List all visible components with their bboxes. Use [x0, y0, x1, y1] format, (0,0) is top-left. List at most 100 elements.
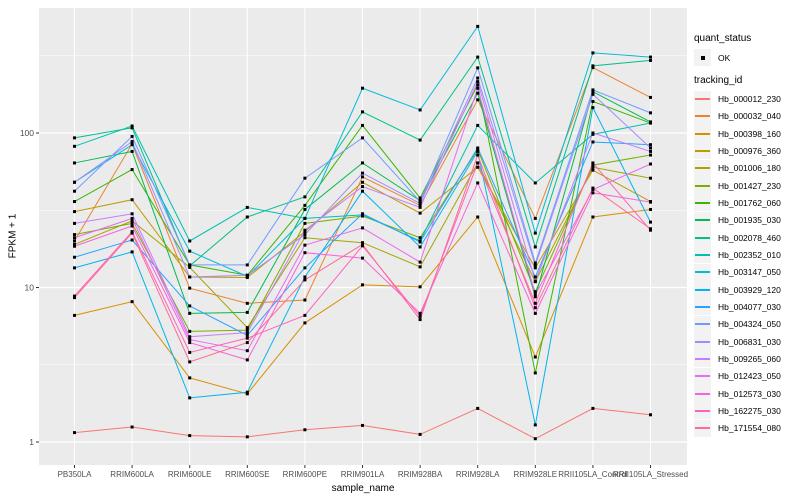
- legend-line-icon: [695, 167, 710, 170]
- legend-key-Hb_012423_050: [694, 367, 711, 385]
- legend-line-icon: [695, 98, 710, 100]
- data-point-marker: [245, 301, 249, 305]
- data-point-marker: [591, 64, 595, 68]
- data-point-marker: [130, 250, 134, 254]
- data-point-marker: [476, 98, 480, 102]
- legend-label-Hb_001935_030: Hb_001935_030: [718, 215, 781, 226]
- data-point-marker: [649, 55, 652, 59]
- data-point-marker: [591, 215, 595, 219]
- legend-line-icon: [695, 323, 710, 326]
- data-point-marker: [303, 233, 307, 237]
- data-point-marker: [533, 275, 537, 279]
- data-point-marker: [245, 328, 249, 332]
- x-tick-label: RRIM600PE: [283, 470, 327, 479]
- data-point-marker: [591, 188, 595, 192]
- legend-line-icon: [695, 427, 710, 430]
- legend-label-Hb_001427_230: Hb_001427_230: [718, 180, 781, 191]
- legend-label-Hb_162275_030: Hb_162275_030: [718, 405, 781, 416]
- data-point-marker: [130, 134, 134, 138]
- legend-label-Hb_000976_360: Hb_000976_360: [718, 145, 781, 156]
- legend-label-Hb_002352_010: Hb_002352_010: [718, 249, 781, 260]
- x-tick-label: RRIM600LA: [110, 470, 154, 479]
- data-point-marker: [73, 313, 76, 317]
- legend-key-Hb_171554_080: [694, 419, 711, 437]
- data-point-marker: [476, 406, 480, 410]
- data-point-marker: [73, 431, 76, 435]
- legend-label-Hb_000398_160: Hb_000398_160: [718, 128, 781, 139]
- data-point-marker: [188, 239, 192, 243]
- data-point-marker: [533, 263, 537, 267]
- legend-label-Hb_012423_050: Hb_012423_050: [718, 371, 781, 382]
- data-point-marker: [130, 216, 134, 220]
- legend-line-icon: [695, 288, 710, 291]
- data-point-marker: [130, 212, 134, 216]
- x-tick-label: RRIM928BA: [398, 470, 443, 479]
- legend-title-quant-status: quant_status: [694, 33, 752, 44]
- legend-line-icon: [695, 340, 710, 343]
- legend-label-Hb_003929_120: Hb_003929_120: [718, 284, 781, 295]
- data-point-marker: [476, 181, 480, 185]
- data-point-marker: [418, 203, 422, 207]
- data-point-marker: [188, 249, 192, 253]
- data-point-marker: [303, 266, 307, 270]
- data-point-marker: [245, 263, 249, 267]
- data-point-marker: [418, 318, 422, 322]
- legend-title-tracking-id: tracking_id: [694, 75, 743, 86]
- data-point-marker: [476, 24, 480, 28]
- data-point-marker: [361, 212, 364, 216]
- legend-line-icon: [695, 132, 710, 135]
- data-point-marker: [649, 227, 652, 231]
- data-point-marker: [533, 423, 537, 427]
- data-point-marker: [303, 251, 307, 255]
- legend-key-Hb_001762_060: [694, 194, 711, 212]
- data-point-marker: [418, 236, 422, 240]
- data-point-marker: [188, 376, 192, 380]
- data-point-marker: [476, 86, 480, 90]
- data-point-marker: [303, 176, 307, 180]
- data-point-marker: [361, 171, 364, 175]
- data-point-marker: [303, 278, 307, 282]
- legend-key-ok: [694, 49, 711, 66]
- legend-label-Hb_000032_040: Hb_000032_040: [718, 111, 781, 122]
- legend-label-Hb_001006_180: Hb_001006_180: [718, 163, 781, 174]
- data-point-marker: [303, 236, 307, 240]
- data-point-marker: [591, 99, 595, 103]
- data-point-marker: [361, 175, 364, 179]
- data-point-marker: [418, 240, 422, 244]
- data-point-marker: [188, 311, 192, 315]
- data-point-marker: [476, 165, 480, 169]
- x-tick-label: RRIM928LA: [456, 470, 500, 479]
- data-point-marker: [73, 161, 76, 165]
- data-point-marker: [73, 236, 76, 240]
- data-point-marker: [533, 181, 537, 185]
- data-point-marker: [361, 189, 364, 193]
- legend-key-Hb_000012_230: [694, 90, 711, 108]
- data-point-marker: [591, 168, 595, 172]
- legend-key-Hb_000032_040: [694, 107, 711, 125]
- data-point-marker: [303, 275, 307, 279]
- data-point-marker: [130, 149, 134, 153]
- y-tick-label: 100: [20, 128, 34, 138]
- data-point-marker: [418, 260, 422, 264]
- data-point-marker: [533, 371, 537, 375]
- data-point-marker: [361, 185, 364, 189]
- data-point-marker: [303, 221, 307, 225]
- legend-label-Hb_002078_460: Hb_002078_460: [718, 232, 781, 243]
- data-point-marker: [649, 143, 652, 147]
- y-axis-title: FPKM + 1: [7, 213, 19, 259]
- data-point-marker: [73, 242, 76, 246]
- legend-line-icon: [695, 357, 710, 360]
- data-point-marker: [591, 163, 595, 167]
- data-point-marker: [361, 256, 364, 260]
- x-tick-label: PB350LA: [58, 470, 92, 479]
- data-point-marker: [73, 296, 76, 300]
- data-point-marker: [245, 336, 249, 340]
- data-point-marker: [418, 245, 422, 249]
- legend-key-Hb_001427_230: [694, 177, 711, 195]
- data-point-marker: [188, 275, 192, 279]
- legend-key-Hb_162275_030: [694, 402, 711, 420]
- legend-key-Hb_003147_050: [694, 263, 711, 281]
- data-point-marker: [361, 86, 364, 90]
- x-tick-label: RRIM901LA: [341, 470, 385, 479]
